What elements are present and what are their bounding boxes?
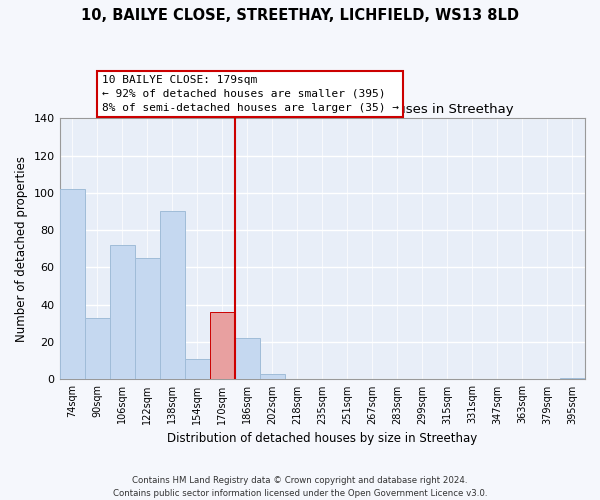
Bar — [235, 338, 260, 380]
Text: 10 BAILYE CLOSE: 179sqm
← 92% of detached houses are smaller (395)
8% of semi-de: 10 BAILYE CLOSE: 179sqm ← 92% of detache… — [101, 75, 398, 113]
Bar — [160, 212, 185, 380]
Bar — [260, 374, 285, 380]
Text: Contains HM Land Registry data © Crown copyright and database right 2024.
Contai: Contains HM Land Registry data © Crown c… — [113, 476, 487, 498]
Bar — [59, 189, 85, 380]
Bar — [110, 245, 134, 380]
Bar — [185, 359, 209, 380]
Bar — [85, 318, 110, 380]
Bar — [134, 258, 160, 380]
Bar — [209, 312, 235, 380]
Title: Size of property relative to detached houses in Streethay: Size of property relative to detached ho… — [131, 102, 514, 116]
Bar — [560, 378, 585, 380]
Text: 10, BAILYE CLOSE, STREETHAY, LICHFIELD, WS13 8LD: 10, BAILYE CLOSE, STREETHAY, LICHFIELD, … — [81, 8, 519, 22]
Y-axis label: Number of detached properties: Number of detached properties — [15, 156, 28, 342]
X-axis label: Distribution of detached houses by size in Streethay: Distribution of detached houses by size … — [167, 432, 478, 445]
